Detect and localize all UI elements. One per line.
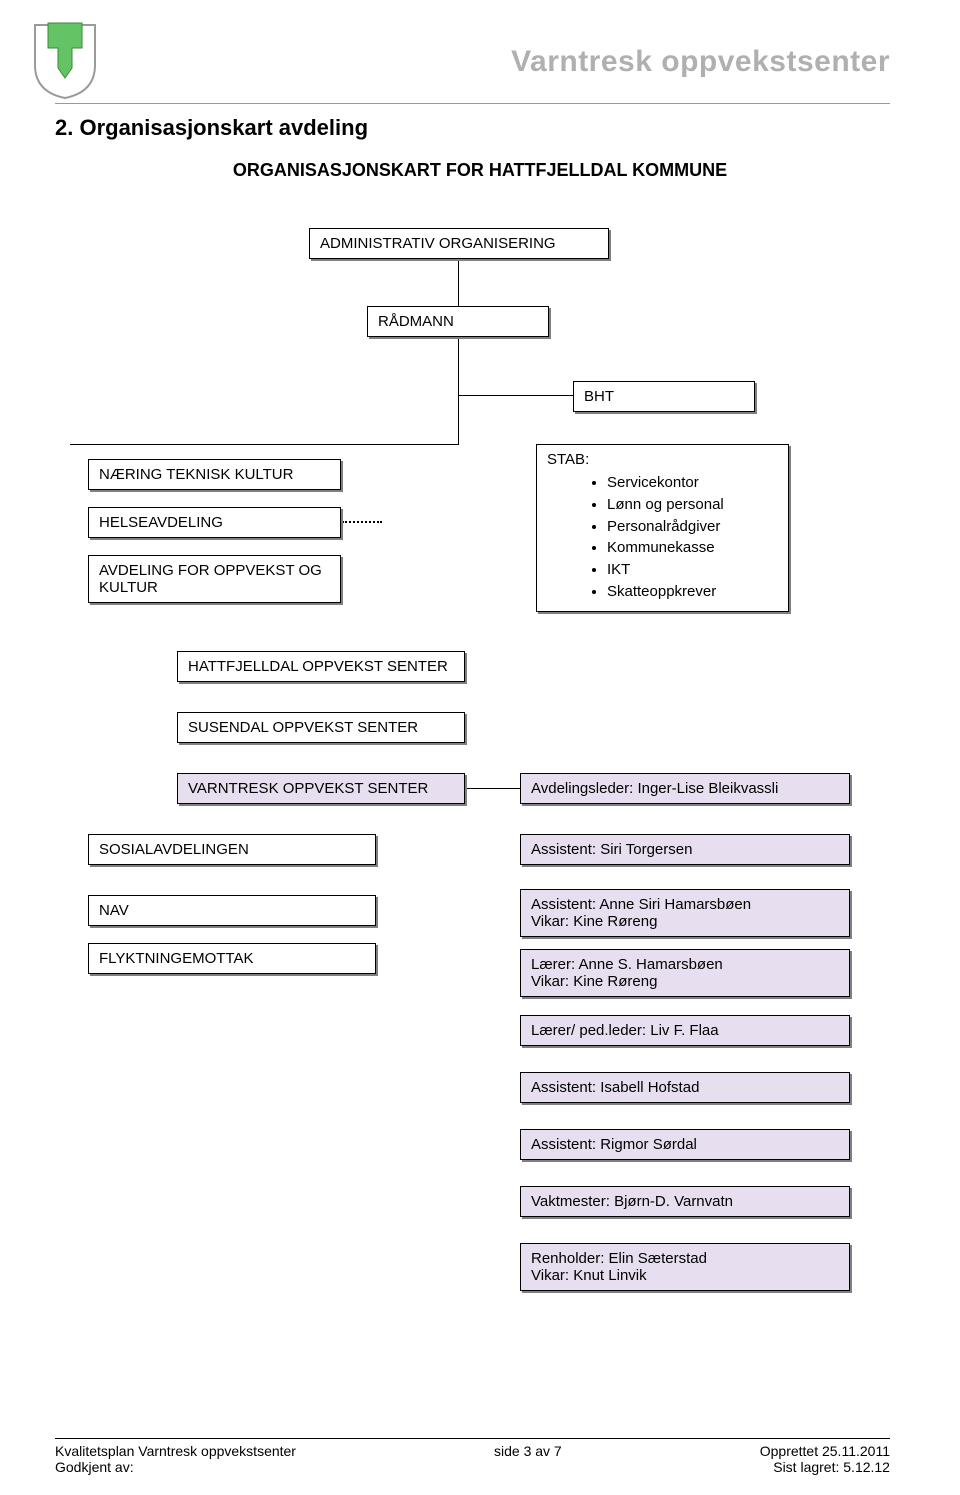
- page-header-title: Varntresk oppvekstsenter: [511, 45, 890, 79]
- node-line1: Renholder: Elin Sæterstad: [531, 1250, 839, 1267]
- line-junction-h: [458, 395, 573, 396]
- footer-right2: Sist lagret: 5.12.12: [773, 1459, 890, 1475]
- node-susendal: SUSENDAL OPPVEKST SENTER: [177, 712, 465, 743]
- footer: Kvalitetsplan Varntresk oppvekstsenter s…: [55, 1438, 890, 1475]
- node-helse: HELSEAVDELING: [88, 507, 341, 538]
- stab-item: Kommunekasse: [607, 537, 778, 559]
- stab-item: IKT: [607, 559, 778, 581]
- stab-item: Personalrådgiver: [607, 516, 778, 538]
- node-line2: Vikar: Kine Røreng: [531, 973, 839, 990]
- footer-right1: Opprettet 25.11.2011: [760, 1443, 890, 1459]
- node-line1: Assistent: Anne Siri Hamarsbøen: [531, 896, 839, 913]
- node-renholder: Renholder: Elin Sæterstad Vikar: Knut Li…: [520, 1243, 850, 1291]
- dotted-line: [342, 521, 382, 523]
- footer-left1: Kvalitetsplan Varntresk oppvekstsenter: [55, 1443, 296, 1459]
- node-assistent-siri: Assistent: Siri Torgersen: [520, 834, 850, 865]
- stab-title: STAB:: [547, 451, 778, 468]
- stab-list: Servicekontor Lønn og personal Personalr…: [547, 472, 778, 603]
- node-admin-org: ADMINISTRATIV ORGANISERING: [309, 228, 609, 259]
- stab-item: Lønn og personal: [607, 494, 778, 516]
- node-stab: STAB: Servicekontor Lønn og personal Per…: [536, 444, 789, 612]
- node-hattfjelldal: HATTFJELLDAL OPPVEKST SENTER: [177, 651, 465, 682]
- stab-item: Servicekontor: [607, 472, 778, 494]
- node-oppvekst: AVDELING FOR OPPVEKST OG KULTUR: [88, 555, 341, 603]
- node-line2: Vikar: Knut Linvik: [531, 1267, 839, 1284]
- node-line1: Lærer: Anne S. Hamarsbøen: [531, 956, 839, 973]
- stab-item: Skatteoppkrever: [607, 581, 778, 603]
- node-flyktning: FLYKTNINGEMOTTAK: [88, 943, 376, 974]
- footer-center: side 3 av 7: [494, 1443, 562, 1459]
- node-assistent-isabell: Assistent: Isabell Hofstad: [520, 1072, 850, 1103]
- node-nav: NAV: [88, 895, 376, 926]
- line-radmann-junction: [458, 338, 459, 395]
- footer-left2: Godkjent av:: [55, 1459, 134, 1475]
- node-sosial: SOSIALAVDELINGEN: [88, 834, 376, 865]
- line-admin-radmann: [458, 260, 459, 306]
- line-left-group-h: [70, 444, 458, 445]
- node-bht: BHT: [573, 381, 755, 412]
- node-line2: Vikar: Kine Røreng: [531, 913, 839, 930]
- line-varntresk-leader: [467, 788, 520, 789]
- node-naering: NÆRING TEKNISK KULTUR: [88, 459, 341, 490]
- section-heading: 2. Organisasjonskart avdeling: [55, 115, 368, 141]
- header-logo: [30, 20, 100, 100]
- node-laerer-anne: Lærer: Anne S. Hamarsbøen Vikar: Kine Rø…: [520, 949, 850, 997]
- line-junction-down: [458, 395, 459, 445]
- node-pedleder: Lærer/ ped.leder: Liv F. Flaa: [520, 1015, 850, 1046]
- node-avdelingsleder: Avdelingsleder: Inger-Lise Bleikvassli: [520, 773, 850, 804]
- section-subheading: ORGANISASJONSKART FOR HATTFJELLDAL KOMMU…: [0, 160, 960, 181]
- node-radmann: RÅDMANN: [367, 306, 549, 337]
- node-varntresk: VARNTRESK OPPVEKST SENTER: [177, 773, 465, 804]
- node-vaktmester: Vaktmester: Bjørn-D. Varnvatn: [520, 1186, 850, 1217]
- header-divider: [55, 103, 890, 104]
- node-assistent-rigmor: Assistent: Rigmor Sørdal: [520, 1129, 850, 1160]
- node-assistent-anne: Assistent: Anne Siri Hamarsbøen Vikar: K…: [520, 889, 850, 937]
